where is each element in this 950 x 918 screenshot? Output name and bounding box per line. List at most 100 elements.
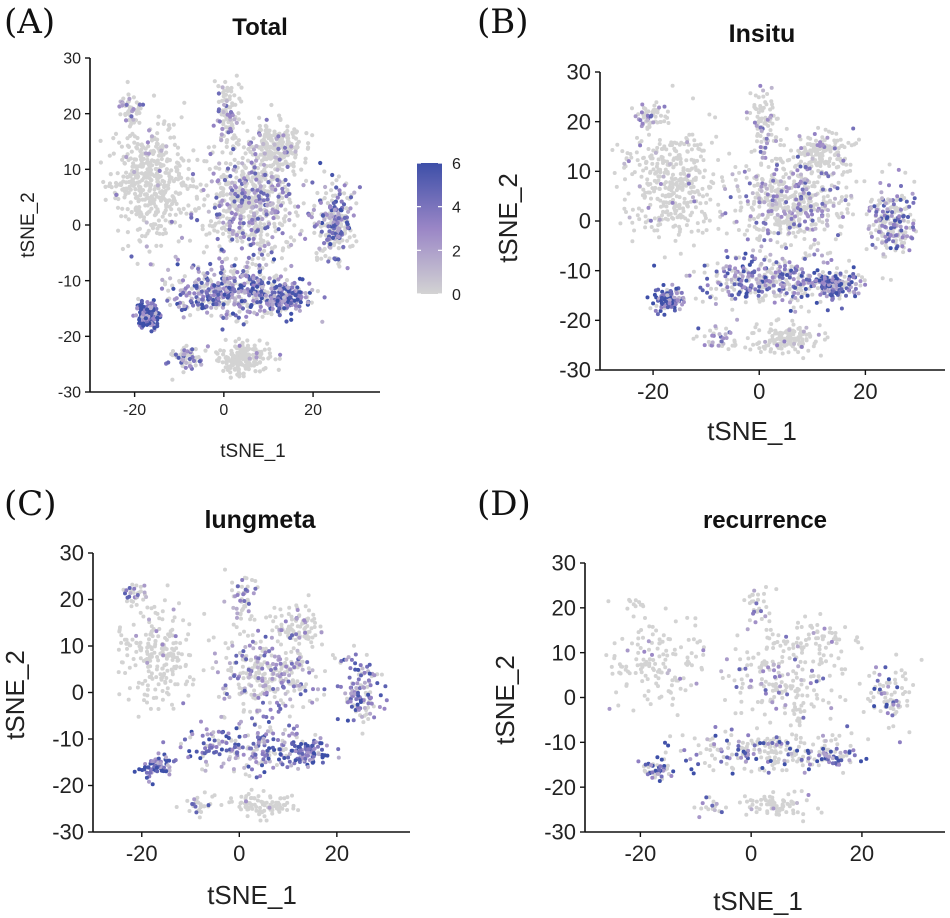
expressing-cell-point xyxy=(297,304,302,309)
y-tick-label: 20 xyxy=(567,109,591,134)
expressing-cell-point xyxy=(869,206,874,211)
cell-point xyxy=(123,214,128,219)
cell-point xyxy=(864,212,869,217)
cell-point xyxy=(255,166,260,171)
expressing-cell-point xyxy=(670,200,675,205)
cell-point xyxy=(202,197,207,202)
cell-point xyxy=(812,184,817,189)
cell-point xyxy=(816,168,821,173)
cell-point xyxy=(755,139,759,144)
expressing-cell-point xyxy=(779,189,784,194)
expressing-cell-point xyxy=(830,297,835,302)
expressing-cell-point xyxy=(785,273,789,277)
expressing-cell-point xyxy=(775,163,779,167)
expressing-cell-point xyxy=(710,340,715,345)
expressing-cell-point xyxy=(214,195,219,200)
expressing-cell-point xyxy=(734,256,738,261)
cell-point xyxy=(766,343,771,348)
expressing-cell-point xyxy=(160,277,165,282)
cell-point xyxy=(674,181,679,185)
cell-point xyxy=(176,161,181,166)
expressing-cell-point xyxy=(231,287,237,292)
expressing-cell-point xyxy=(217,203,222,209)
expressing-cell-point xyxy=(132,169,137,175)
cell-point xyxy=(138,239,143,244)
cell-point xyxy=(237,96,242,101)
expressing-cell-point xyxy=(659,295,664,300)
cell-point xyxy=(146,196,151,201)
expressing-cell-point xyxy=(303,236,308,241)
expressing-cell-point xyxy=(287,217,292,223)
cell-point xyxy=(695,221,700,226)
cell-point xyxy=(844,162,849,167)
expressing-cell-point xyxy=(216,292,221,297)
expressing-cell-point xyxy=(228,126,233,131)
expressing-cell-point xyxy=(228,191,233,196)
expressing-cell-point xyxy=(898,197,903,202)
cell-point xyxy=(875,237,880,242)
expressing-cell-point xyxy=(276,277,281,282)
cell-point xyxy=(825,335,830,340)
expressing-cell-point xyxy=(639,110,644,115)
cell-point xyxy=(767,258,772,263)
expressing-cell-point xyxy=(792,208,797,213)
expressing-cell-point xyxy=(251,252,256,257)
expressing-cell-point xyxy=(681,295,686,300)
cell-point xyxy=(301,201,306,206)
expressing-cell-point xyxy=(729,277,734,282)
expressing-cell-point xyxy=(149,134,155,139)
expressing-cell-point xyxy=(900,244,905,249)
cell-point xyxy=(698,154,703,159)
expressing-cell-point xyxy=(239,246,244,251)
expressing-cell-point xyxy=(293,149,298,154)
cell-point xyxy=(215,229,220,234)
cell-point xyxy=(162,179,167,184)
expressing-cell-point xyxy=(774,167,779,172)
cell-point xyxy=(184,211,189,216)
cell-point xyxy=(620,149,625,154)
cell-point xyxy=(862,179,867,184)
expressing-cell-point xyxy=(880,223,885,228)
cell-point xyxy=(257,338,262,343)
cell-point xyxy=(267,351,272,356)
expressing-cell-point xyxy=(770,202,775,207)
cell-point xyxy=(291,169,296,174)
expressing-cell-point xyxy=(640,121,645,126)
expressing-cell-point xyxy=(898,219,902,224)
cell-point xyxy=(182,274,187,279)
cell-point xyxy=(685,204,690,209)
expressing-cell-point xyxy=(151,298,156,303)
cell-point xyxy=(743,300,748,305)
expressing-cell-point xyxy=(788,308,793,313)
cell-point xyxy=(709,140,714,145)
expressing-cell-point xyxy=(270,186,275,191)
cell-point xyxy=(244,206,249,211)
cell-point xyxy=(804,337,809,342)
cell-point xyxy=(833,237,838,242)
cell-point xyxy=(269,102,274,108)
cell-point xyxy=(364,652,369,657)
cell-point xyxy=(797,325,802,330)
cell-point xyxy=(226,364,231,369)
cell-point xyxy=(665,170,670,174)
cell-point xyxy=(816,125,821,130)
cell-point xyxy=(614,184,619,189)
cell-point xyxy=(659,113,663,118)
expressing-cell-point xyxy=(648,218,653,223)
expressing-cell-point xyxy=(765,228,770,233)
cell-point xyxy=(883,243,888,248)
cell-point xyxy=(266,153,272,158)
expressing-cell-point xyxy=(749,283,754,288)
cell-point xyxy=(185,798,190,803)
expressing-cell-point xyxy=(176,304,181,309)
cell-point xyxy=(763,293,768,298)
expressing-cell-point xyxy=(829,258,834,262)
expressing-cell-point xyxy=(774,260,779,265)
expressing-cell-point xyxy=(265,301,270,306)
cell-point xyxy=(267,347,272,352)
expressing-cell-point xyxy=(219,132,224,137)
expressing-cell-point xyxy=(241,322,246,327)
cell-point xyxy=(266,356,271,361)
expressing-cell-point xyxy=(796,280,801,285)
expressing-cell-point xyxy=(289,311,294,316)
